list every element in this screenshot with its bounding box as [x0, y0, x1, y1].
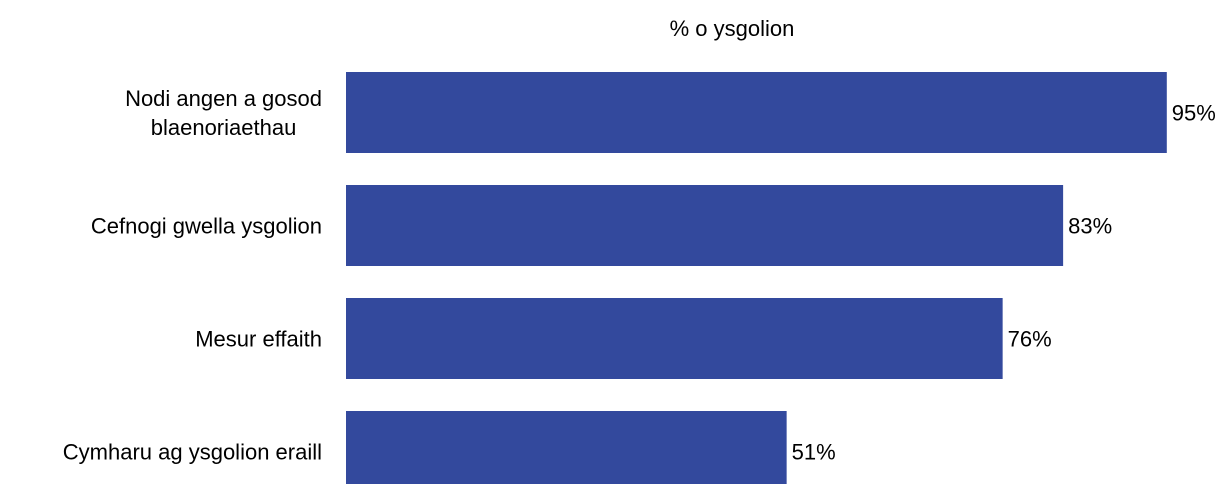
chart-title: % o ysgolion	[670, 16, 795, 41]
category-label-2-line-0: Mesur effaith	[195, 327, 322, 352]
value-label-1: 83%	[1068, 214, 1112, 239]
category-label-3: Cymharu ag ysgolion eraill	[63, 440, 322, 465]
category-label-0-line-0: Nodi angen a gosod	[125, 86, 322, 111]
bar-1	[346, 185, 1064, 266]
category-label-2: Mesur effaith	[195, 327, 322, 352]
value-label-3: 51%	[792, 440, 836, 465]
bar-3	[346, 411, 787, 484]
bar-0	[346, 72, 1167, 153]
value-label-0: 95%	[1172, 101, 1216, 126]
category-label-1-line-0: Cefnogi gwella ysgolion	[91, 214, 322, 239]
category-label-3-line-0: Cymharu ag ysgolion eraill	[63, 440, 322, 465]
category-label-1: Cefnogi gwella ysgolion	[91, 214, 322, 239]
bars-group: 95% Nodi angen a gosod blaenoriaethau 83% Ce…	[63, 72, 1216, 484]
value-label-2: 76%	[1008, 327, 1052, 352]
category-label-0-line-1: blaenoriaethau	[151, 115, 297, 140]
bar-2	[346, 298, 1003, 379]
category-label-0: Nodi angen a gosod blaenoriaethau	[125, 86, 322, 140]
